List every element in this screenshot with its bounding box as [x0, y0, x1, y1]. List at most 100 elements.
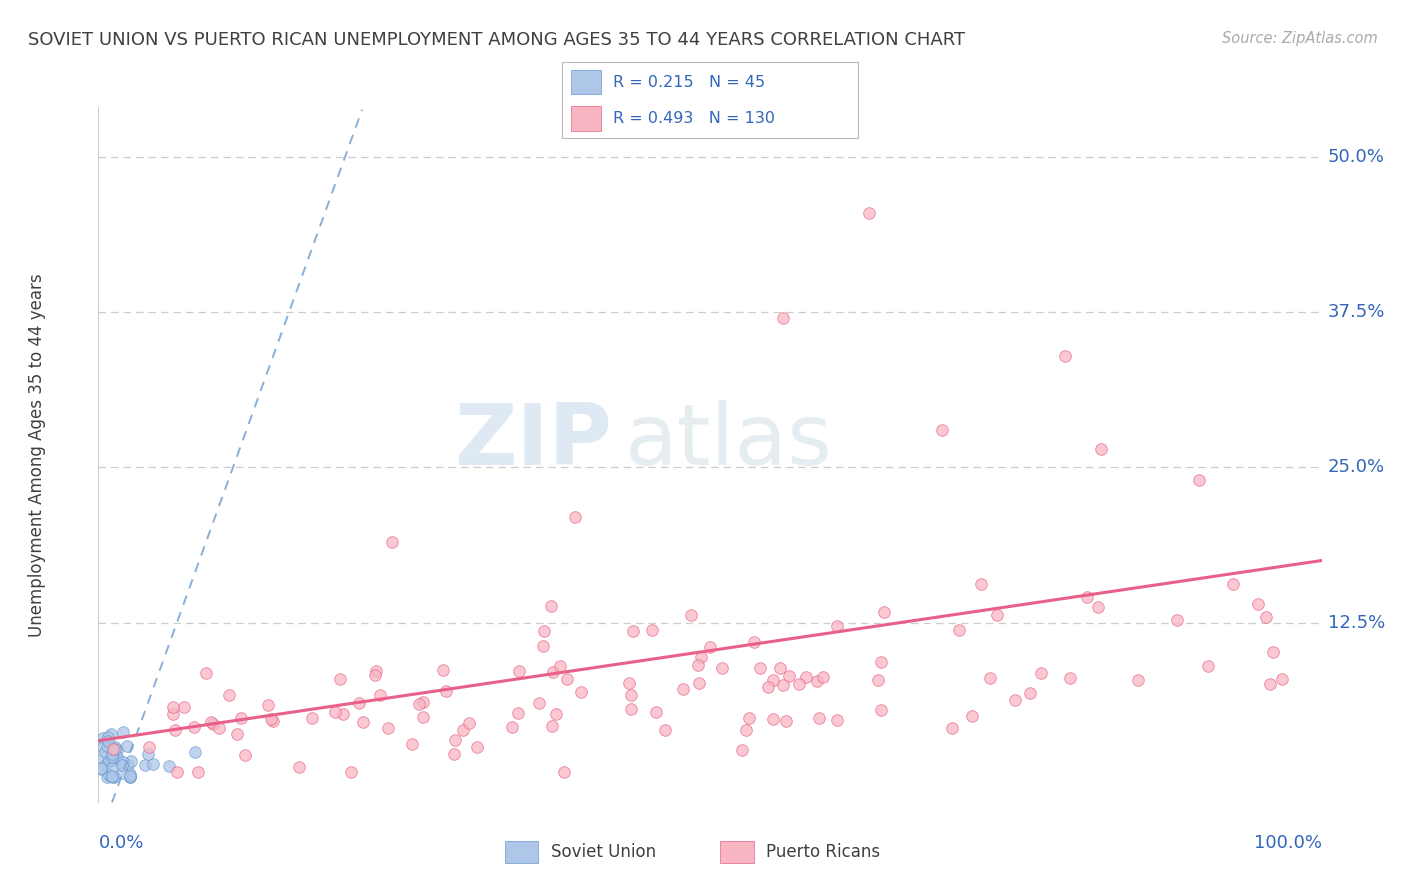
Point — [762, 713, 785, 727]
Point — [825, 713, 848, 727]
Point — [811, 670, 834, 684]
Point — [97, 734, 120, 748]
Point — [621, 624, 644, 639]
Point — [162, 706, 184, 721]
Point — [118, 769, 141, 783]
Point — [762, 673, 785, 687]
Point — [200, 715, 222, 730]
Text: Puerto Ricans: Puerto Ricans — [766, 843, 880, 861]
Point — [111, 757, 134, 772]
Text: ZIP: ZIP — [454, 400, 612, 483]
Point — [101, 749, 124, 764]
Point — [120, 770, 142, 784]
Point — [118, 770, 141, 784]
Point — [368, 688, 391, 702]
Point — [543, 665, 565, 680]
Point — [96, 770, 118, 784]
Point — [569, 685, 592, 699]
Text: Unemployment Among Ages 35 to 44 years: Unemployment Among Ages 35 to 44 years — [28, 273, 46, 637]
Point — [672, 681, 695, 696]
Point — [260, 712, 283, 726]
Point — [457, 715, 479, 730]
Text: Soviet Union: Soviet Union — [551, 843, 657, 861]
Point — [412, 694, 434, 708]
Text: R = 0.215   N = 45: R = 0.215 N = 45 — [613, 75, 765, 90]
Point — [689, 649, 711, 664]
Point — [1197, 658, 1219, 673]
Point — [100, 769, 122, 783]
Point — [101, 761, 124, 775]
Point — [711, 661, 734, 675]
Point — [533, 624, 555, 639]
Point — [96, 739, 118, 753]
Point — [1270, 672, 1292, 686]
Point — [742, 634, 765, 648]
Point — [301, 711, 323, 725]
Point — [948, 623, 970, 637]
Point — [737, 710, 759, 724]
Point — [412, 710, 434, 724]
Point — [688, 658, 710, 673]
Point — [1019, 686, 1042, 700]
Point — [825, 619, 848, 633]
Point — [163, 723, 186, 738]
Point — [101, 747, 124, 761]
Text: 100.0%: 100.0% — [1254, 834, 1322, 852]
Point — [225, 727, 247, 741]
Text: Source: ZipAtlas.com: Source: ZipAtlas.com — [1222, 31, 1378, 46]
Point — [93, 757, 115, 772]
Point — [620, 702, 643, 716]
Point — [117, 757, 139, 772]
Point — [540, 599, 562, 613]
Point — [1029, 666, 1052, 681]
Point — [363, 668, 385, 682]
Point — [1247, 597, 1270, 611]
Point — [381, 534, 404, 549]
Point — [101, 741, 124, 756]
Point — [105, 750, 128, 764]
Point — [138, 739, 160, 754]
Point — [94, 745, 117, 759]
Point — [1188, 473, 1211, 487]
Point — [546, 707, 568, 722]
Text: 50.0%: 50.0% — [1327, 148, 1385, 166]
Text: 12.5%: 12.5% — [1327, 614, 1385, 632]
Point — [501, 720, 523, 734]
Point — [97, 756, 120, 770]
Point — [112, 755, 135, 769]
Point — [617, 675, 640, 690]
Point — [756, 680, 779, 694]
Point — [408, 698, 430, 712]
Point — [329, 672, 352, 686]
Point — [1126, 673, 1149, 687]
Point — [768, 661, 790, 675]
Point — [401, 738, 423, 752]
Point — [644, 705, 666, 719]
Point — [465, 740, 488, 755]
Point — [1053, 349, 1076, 363]
Point — [508, 664, 530, 678]
Point — [1059, 671, 1081, 685]
Point — [869, 655, 891, 669]
Point — [93, 731, 115, 746]
Point — [118, 767, 141, 781]
Point — [104, 739, 127, 754]
Point — [377, 722, 399, 736]
Point — [100, 748, 122, 763]
Point — [100, 726, 122, 740]
Point — [97, 768, 120, 782]
Text: 0.0%: 0.0% — [98, 834, 143, 852]
Text: atlas: atlas — [624, 400, 832, 483]
Point — [257, 698, 280, 712]
Point — [107, 752, 129, 766]
Point — [688, 675, 710, 690]
Text: R = 0.493   N = 130: R = 0.493 N = 130 — [613, 111, 775, 126]
Point — [748, 661, 770, 675]
Point — [229, 711, 252, 725]
Point — [529, 696, 551, 710]
Point — [195, 666, 218, 681]
Point — [1076, 590, 1098, 604]
Bar — [720, 840, 754, 863]
Point — [941, 721, 963, 735]
Point — [553, 764, 575, 779]
